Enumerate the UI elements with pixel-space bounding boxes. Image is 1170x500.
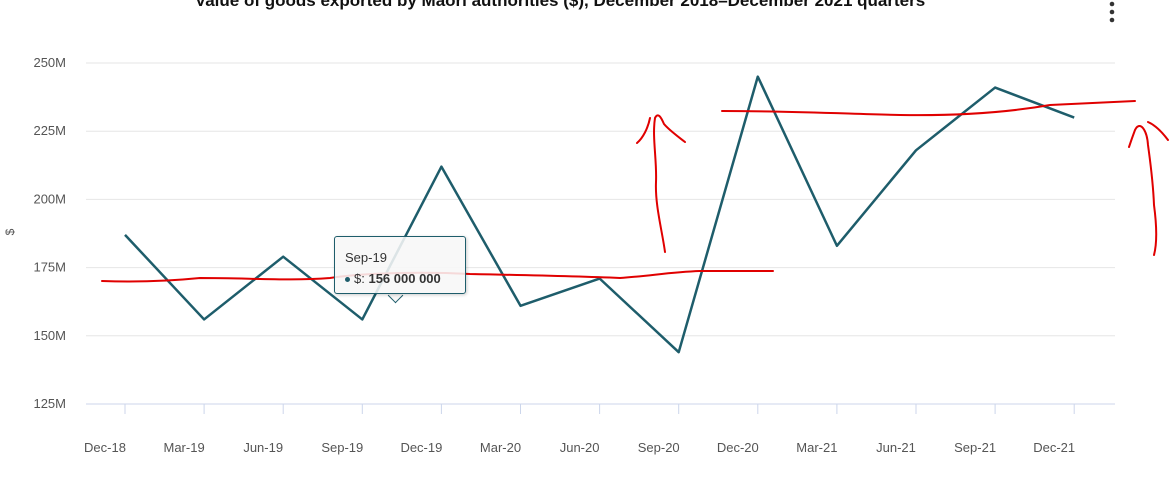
data-point[interactable] (277, 251, 289, 263)
data-point[interactable] (910, 144, 922, 156)
x-tick-label: Sep-21 (954, 440, 996, 455)
y-tick-label: 150M (33, 328, 66, 343)
x-tick-label: Dec-19 (400, 440, 442, 455)
grid-lines (86, 62, 1115, 337)
y-tick-label: 225M (33, 123, 66, 138)
y-tick-label: 175M (33, 260, 66, 275)
y-axis-label: $ (3, 228, 17, 235)
x-tick-label: Sep-20 (638, 440, 680, 455)
x-tick-labels: Dec-18 Mar-19 Jun-19 Sep-19 Dec-19 Mar-20 Jun-… (84, 440, 1075, 455)
y-tick-label: 125M (33, 396, 66, 411)
x-tick-label: Jun-20 (560, 440, 600, 455)
tooltip-category: Sep-19 (345, 250, 387, 265)
data-point[interactable] (752, 71, 764, 83)
tooltip: Sep-19 $: 156 000 000 (334, 236, 466, 294)
annotation-arrow-1 (636, 114, 686, 253)
y-tick-label: 200M (33, 191, 66, 206)
data-point[interactable] (831, 240, 843, 252)
y-tick-label: 250M (33, 55, 66, 70)
x-tick-label: Jun-19 (243, 440, 283, 455)
hand-drawn-annotations (101, 100, 1169, 283)
data-point[interactable] (435, 161, 447, 173)
tooltip-value-row: $: 156 000 000 (345, 271, 441, 286)
tooltip-series-dot (345, 277, 350, 283)
x-tick-label: Dec-18 (84, 440, 126, 455)
data-point[interactable] (1068, 112, 1080, 124)
annotation-trend-line-2 (721, 100, 1136, 117)
chart-title: Value of goods exported by Maori authori… (194, 0, 926, 10)
data-point[interactable] (515, 300, 527, 312)
x-tick-label: Dec-20 (717, 440, 759, 455)
series-group (119, 71, 1080, 358)
tooltip-series-label: $: (354, 271, 369, 286)
annotation-arrow-2 (1128, 121, 1169, 256)
x-tick-label: Sep-19 (321, 440, 363, 455)
x-tick-label: Jun-21 (876, 440, 916, 455)
data-point[interactable] (198, 313, 210, 325)
x-tick-label: Dec-21 (1033, 440, 1075, 455)
tooltip-value: 156 000 000 (368, 271, 441, 286)
x-tick-label: Mar-19 (164, 440, 205, 455)
x-tick-label: Mar-21 (796, 440, 837, 455)
data-point[interactable] (989, 82, 1001, 94)
data-point[interactable] (119, 229, 131, 241)
kebab-menu-icon[interactable] (1098, 0, 1126, 26)
x-tick-label: Mar-20 (480, 440, 521, 455)
data-point[interactable] (594, 273, 606, 285)
data-point[interactable] (673, 346, 685, 358)
series-line[interactable] (124, 75, 1075, 354)
data-point[interactable] (356, 313, 368, 325)
x-tick-marks (124, 404, 1075, 414)
y-tick-labels: 125M 150M 175M 200M 225M 250M (33, 55, 66, 411)
